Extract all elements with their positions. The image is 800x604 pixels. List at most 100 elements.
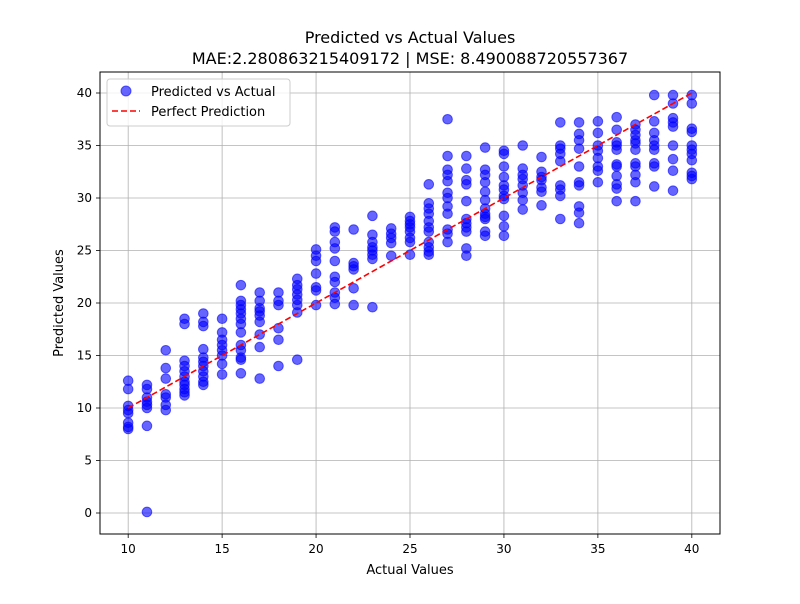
data-point [536, 200, 547, 211]
data-point [630, 176, 641, 188]
data-point [310, 285, 322, 296]
data-point [592, 176, 604, 188]
data-point [498, 230, 510, 242]
data-point [648, 181, 660, 192]
x-tick-label: 35 [590, 542, 605, 556]
data-point [573, 161, 585, 172]
data-point [648, 144, 660, 155]
data-point [141, 506, 153, 518]
x-tick-label: 25 [402, 542, 417, 556]
data-point [648, 116, 660, 127]
data-point [667, 165, 679, 176]
data-point [348, 224, 359, 235]
y-tick-label: 25 [77, 244, 92, 258]
data-point [160, 362, 172, 374]
data-point [461, 195, 472, 207]
data-point [573, 117, 585, 128]
data-point [423, 179, 435, 190]
data-point [517, 204, 529, 215]
data-point [310, 268, 322, 279]
data-point [122, 383, 134, 395]
data-point [592, 116, 604, 127]
y-tick-label: 15 [77, 349, 92, 363]
legend-label-scatter: Predicted vs Actual [151, 85, 275, 100]
data-point [160, 344, 172, 356]
data-point [461, 163, 472, 174]
data-point [273, 299, 284, 311]
legend-box [106, 78, 291, 127]
data-point [555, 190, 566, 202]
data-point [348, 283, 359, 294]
data-point [404, 249, 416, 260]
data-point [235, 368, 247, 379]
data-point [498, 161, 510, 172]
data-point [479, 230, 491, 242]
data-point [573, 217, 585, 229]
legend-marker-scatter [120, 85, 132, 97]
data-point [573, 143, 585, 154]
x-axis-ticks: 10 15 20 25 30 35 40 [121, 534, 699, 556]
y-axis-ticks: 0 5 10 15 20 25 30 35 40 [77, 86, 100, 520]
data-point [348, 299, 359, 311]
data-point [235, 354, 247, 366]
data-point [592, 165, 604, 176]
data-point [329, 298, 341, 310]
data-point [630, 195, 641, 207]
data-point [517, 194, 529, 206]
chart-title: Predicted vs Actual Values [305, 28, 516, 47]
y-tick-label: 35 [77, 139, 92, 153]
data-point [216, 369, 228, 380]
legend: Predicted vs Actual Perfect Prediction [106, 78, 291, 127]
data-point [179, 318, 190, 330]
data-point [329, 255, 341, 267]
data-point [122, 423, 134, 435]
data-point [592, 127, 604, 139]
data-point [160, 373, 172, 384]
data-point [348, 264, 359, 275]
x-tick-label: 30 [496, 542, 511, 556]
data-point [254, 341, 265, 353]
data-point [686, 126, 698, 138]
data-point [611, 161, 622, 172]
x-tick-label: 15 [214, 542, 229, 556]
data-point [461, 226, 472, 237]
data-point [611, 183, 622, 194]
data-point [160, 404, 172, 416]
data-point [141, 420, 153, 432]
data-point [648, 161, 660, 172]
data-point [254, 329, 265, 340]
data-point [536, 186, 547, 197]
legend-label-line: Perfect Prediction [151, 105, 265, 120]
data-point [235, 327, 247, 338]
data-point [498, 148, 510, 160]
y-tick-label: 40 [77, 86, 92, 100]
x-tick-label: 10 [121, 542, 136, 556]
data-point [423, 249, 435, 260]
y-tick-label: 0 [84, 506, 92, 520]
data-point [423, 226, 435, 237]
data-point [404, 236, 416, 248]
data-point [630, 144, 641, 155]
data-point [385, 237, 397, 249]
data-point [479, 142, 491, 153]
y-tick-label: 10 [77, 401, 92, 415]
x-tick-label: 20 [308, 542, 323, 556]
data-point [498, 221, 510, 232]
data-point [686, 98, 698, 109]
data-point [254, 316, 265, 328]
y-tick-label: 20 [77, 296, 92, 310]
data-point [555, 117, 566, 128]
grid-lines [100, 72, 720, 534]
data-point [141, 402, 153, 414]
data-point [235, 279, 247, 291]
data-point [686, 154, 698, 166]
data-point [461, 179, 472, 190]
data-point [461, 250, 472, 262]
data-point [517, 140, 529, 151]
data-point [273, 334, 284, 346]
data-point [479, 176, 491, 188]
data-point [498, 210, 510, 222]
data-point [442, 150, 453, 162]
data-point [611, 144, 622, 155]
